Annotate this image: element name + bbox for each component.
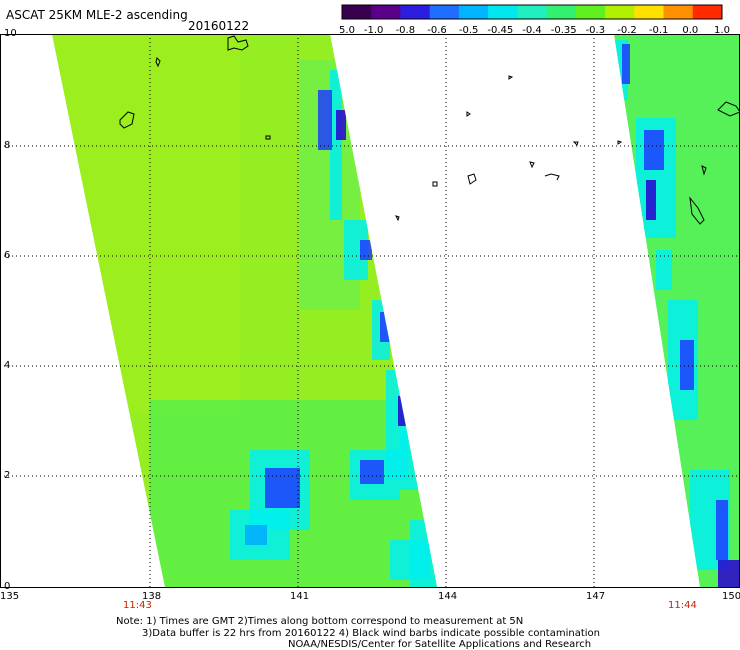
colorbar-tick-label: -0.4	[522, 25, 542, 36]
colorbar: -15.0-1.0-0.8-0.6-0.5-0.45-0.4-0.35-0.3-…	[340, 4, 730, 36]
x-tick-label: 141	[290, 591, 310, 602]
colorbar-segment	[517, 5, 548, 19]
swath-left	[52, 34, 437, 587]
colorbar-tick-label: -0.35	[551, 25, 577, 36]
x-tick-label: 138	[142, 591, 162, 602]
colorbar-segment	[575, 5, 606, 19]
lat-lon-grid	[0, 34, 740, 587]
colorbar-segment	[371, 5, 401, 19]
x-tick-label: 150	[722, 591, 740, 602]
swath-cell	[718, 560, 740, 587]
time-right: 11:44	[668, 600, 697, 611]
product-date: 20160122	[188, 19, 250, 33]
swath-cell	[330, 70, 342, 220]
product-title: ASCAT 25KM MLE-2 ascending	[6, 8, 188, 22]
swath-cell	[336, 110, 346, 140]
note-line-3: NOAA/NESDIS/Center for Satellite Applica…	[288, 639, 592, 650]
time-left: 11:43	[123, 600, 152, 611]
colorbar-segment	[488, 5, 518, 19]
swath-cell	[622, 44, 630, 84]
y-tick-label: 8	[4, 140, 11, 151]
swath-cell	[716, 500, 728, 560]
y-tick-label: 10	[4, 28, 17, 39]
colorbar-segment	[342, 5, 372, 19]
swath-cell	[646, 180, 656, 220]
y-tick-label: 2	[4, 470, 11, 481]
swath-cell	[318, 90, 332, 150]
swath-cell	[380, 312, 390, 342]
y-tick-label: 0	[4, 581, 11, 592]
colorbar-tick-label: -0.6	[427, 25, 447, 36]
colorbar-tick-label: -0.1	[649, 25, 669, 36]
coastline-outlines	[119, 35, 740, 225]
colorbar-tick-label: -0.3	[586, 25, 606, 36]
swath-cell	[360, 460, 384, 484]
y-tick-label: 4	[4, 360, 11, 371]
swath-cell	[680, 340, 694, 390]
colorbar-tick-label: -0.2	[617, 25, 637, 36]
note-line-1: Note: 1) Times are GMT 2)Times along bot…	[116, 616, 524, 627]
swath-cell	[245, 525, 267, 545]
swath-cell	[360, 240, 372, 260]
colorbar-segment	[458, 5, 489, 19]
swath-cell	[656, 250, 672, 290]
colorbar-tick-label: -0.8	[396, 25, 416, 36]
x-tick-label: 135	[0, 591, 20, 602]
colorbar-tick-label: 0.0	[682, 25, 698, 36]
colorbar-segment	[634, 5, 665, 19]
note-line-2: 3)Data buffer is 22 hrs from 20160122 4)…	[142, 628, 600, 639]
colorbar-segment	[692, 5, 723, 19]
colorbar-tick-label: -0.45	[487, 25, 513, 36]
swath-cell	[398, 396, 408, 426]
colorbar-segment	[663, 5, 694, 19]
colorbar-tick-label: -1.0	[364, 25, 384, 36]
swath-right	[614, 34, 740, 587]
colorbar-tick-label: -0.5	[459, 25, 479, 36]
swath-cell	[400, 430, 420, 490]
colorbar-tick-label: -15.0	[340, 25, 355, 36]
colorbar-segment	[605, 5, 635, 19]
x-tick-label: 144	[438, 591, 458, 602]
colorbar-segment	[546, 5, 577, 19]
swath-cell	[265, 468, 300, 508]
swath-cell	[390, 540, 430, 580]
swath-cell	[644, 130, 664, 170]
colorbar-segment	[400, 5, 431, 19]
colorbar-segment	[429, 5, 460, 19]
y-tick-label: 6	[4, 250, 11, 261]
colorbar-tick-label: 1.0	[714, 25, 730, 36]
x-tick-label: 147	[586, 591, 606, 602]
